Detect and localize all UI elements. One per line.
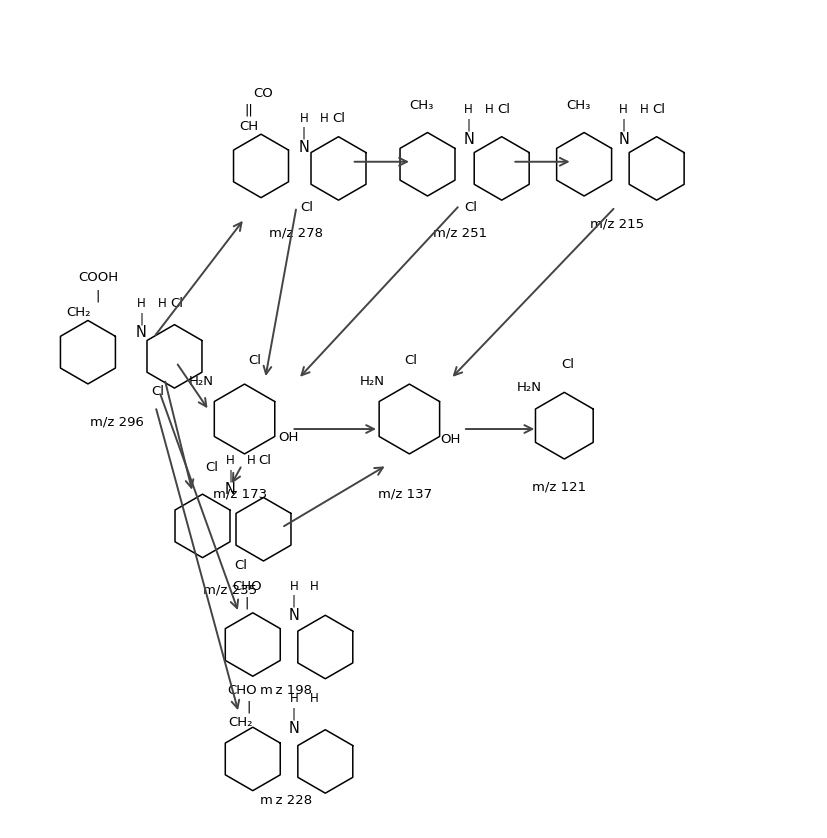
Text: |: |	[466, 118, 471, 132]
Text: |: |	[140, 313, 144, 325]
Text: m/z 251: m/z 251	[433, 226, 488, 239]
Text: H: H	[640, 103, 648, 116]
Text: |: |	[228, 469, 232, 483]
Text: |: |	[245, 597, 249, 609]
Text: CH: CH	[239, 120, 258, 133]
Text: Cl: Cl	[332, 111, 345, 125]
Text: Cl: Cl	[259, 454, 271, 468]
Text: m/z 173: m/z 173	[213, 488, 267, 500]
Text: N: N	[463, 132, 474, 147]
Text: H: H	[619, 103, 628, 116]
Text: H: H	[158, 297, 166, 310]
Text: H₂N: H₂N	[516, 380, 542, 394]
Text: |: |	[292, 595, 296, 608]
Text: m/z 296: m/z 296	[90, 415, 144, 428]
Text: CH₃: CH₃	[566, 99, 590, 112]
Text: CO: CO	[253, 87, 273, 100]
Text: |: |	[96, 290, 100, 303]
Text: CHO: CHO	[227, 684, 257, 697]
Text: Cl: Cl	[562, 358, 574, 371]
Text: CH₂: CH₂	[228, 716, 253, 729]
Text: N: N	[225, 483, 236, 498]
Text: N: N	[299, 140, 309, 155]
Text: COOH: COOH	[78, 271, 118, 283]
Text: H: H	[299, 111, 308, 125]
Text: Cl: Cl	[652, 103, 665, 116]
Text: H: H	[310, 580, 319, 592]
Text: Cl: Cl	[249, 354, 262, 367]
Text: N: N	[289, 608, 299, 623]
Text: Cl: Cl	[234, 559, 247, 572]
Text: |: |	[302, 127, 306, 140]
Text: H: H	[246, 454, 256, 468]
Text: H: H	[289, 692, 299, 706]
Text: N: N	[289, 721, 299, 736]
Text: m/z 278: m/z 278	[269, 226, 323, 239]
Text: Cl: Cl	[170, 297, 184, 310]
Text: H₂N: H₂N	[360, 375, 385, 388]
Text: H: H	[226, 454, 235, 468]
Text: Cl: Cl	[300, 201, 313, 215]
Text: H: H	[289, 580, 299, 592]
Text: N: N	[136, 325, 147, 340]
Text: H: H	[137, 297, 146, 310]
Text: H: H	[310, 692, 319, 706]
Text: CH₃: CH₃	[409, 99, 434, 112]
Text: ||: ||	[244, 103, 253, 116]
Text: H: H	[464, 103, 473, 116]
Text: m z 228: m z 228	[260, 794, 312, 807]
Text: OH: OH	[441, 433, 461, 447]
Text: H: H	[485, 103, 494, 116]
Text: m/z 235: m/z 235	[203, 584, 257, 597]
Text: N: N	[619, 132, 629, 147]
Text: CHO: CHO	[232, 580, 262, 592]
Text: |: |	[622, 118, 626, 132]
Text: Cl: Cl	[205, 461, 218, 474]
Text: H: H	[320, 111, 329, 125]
Text: Cl: Cl	[151, 385, 165, 398]
Text: m/z 137: m/z 137	[378, 488, 433, 500]
Text: m/z 121: m/z 121	[533, 481, 586, 494]
Text: H₂N: H₂N	[189, 375, 213, 388]
Text: |: |	[246, 701, 251, 714]
Text: |: |	[292, 707, 296, 721]
Text: OH: OH	[278, 431, 299, 444]
Text: Cl: Cl	[497, 103, 509, 116]
Text: Cl: Cl	[404, 354, 418, 367]
Text: m/z 215: m/z 215	[590, 218, 644, 231]
Text: Cl: Cl	[465, 201, 478, 215]
Text: CH₂: CH₂	[66, 306, 90, 318]
Text: m z 198: m z 198	[260, 684, 312, 697]
